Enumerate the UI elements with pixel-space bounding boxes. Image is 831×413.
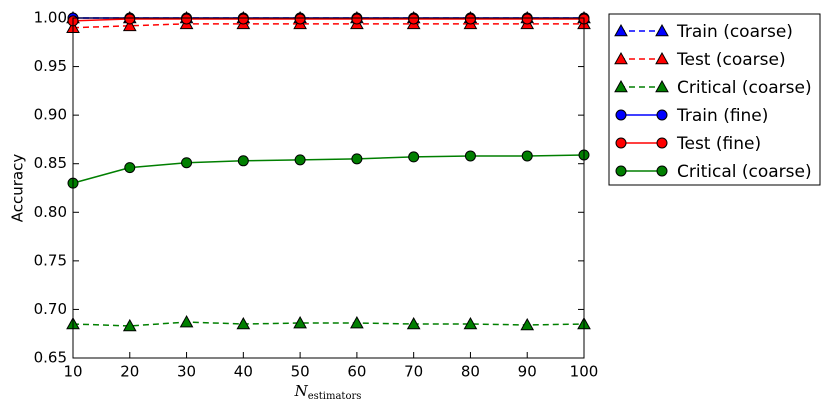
- y-tick-label: 1.00: [34, 9, 67, 27]
- marker: [124, 13, 136, 25]
- marker: [521, 150, 533, 162]
- plot-frame: [72, 17, 585, 359]
- x-tick-label: 30: [177, 363, 196, 381]
- y-tick-label: 0.85: [34, 154, 67, 172]
- legend-marker: [655, 23, 669, 37]
- marker: [294, 154, 306, 166]
- marker: [181, 13, 193, 25]
- marker: [351, 13, 363, 25]
- legend-label: Critical (coarse): [677, 78, 812, 98]
- y-tick-label: 0.95: [34, 57, 67, 75]
- marker: [464, 150, 476, 162]
- y-tick-label: 0.75: [34, 251, 67, 269]
- legend-marker: [655, 79, 669, 93]
- legend-marker: [615, 109, 627, 121]
- legend-box: [608, 13, 821, 186]
- series-line: [72, 18, 584, 22]
- marker: [294, 13, 306, 25]
- legend-marker: [615, 165, 627, 177]
- marker: [122, 18, 137, 32]
- legend-marker: [656, 165, 668, 177]
- x-tick-label: 10: [63, 363, 82, 381]
- marker: [463, 316, 478, 330]
- marker: [520, 317, 535, 331]
- marker: [408, 13, 420, 25]
- legend-marker: [655, 51, 669, 65]
- marker: [351, 153, 363, 165]
- y-tick-label: 0.65: [34, 349, 67, 367]
- series-line: [72, 23, 584, 29]
- legend-marker: [614, 51, 628, 65]
- y-tick-label: 0.80: [34, 203, 67, 221]
- legend-label: Critical (coarse): [677, 162, 812, 182]
- marker: [293, 315, 307, 329]
- marker: [350, 315, 364, 329]
- legend-marker: [656, 137, 668, 149]
- y-tick-label: 0.90: [34, 106, 67, 124]
- series-line: [72, 154, 585, 184]
- marker: [124, 162, 136, 174]
- marker: [406, 316, 421, 330]
- x-tick-label: 90: [518, 363, 537, 381]
- legend-marker: [614, 23, 628, 37]
- y-tick-label: 0.70: [34, 300, 67, 318]
- x-tick-label: 70: [404, 363, 423, 381]
- marker: [464, 13, 476, 25]
- x-tick-label: 100: [570, 363, 599, 381]
- marker: [181, 157, 193, 169]
- marker: [122, 318, 137, 332]
- x-axis-label: Nestimators: [294, 382, 362, 402]
- series-line: [72, 321, 585, 327]
- marker: [237, 155, 249, 167]
- legend-label: Train (coarse): [676, 22, 793, 42]
- x-tick-label: 80: [461, 363, 480, 381]
- x-tick-label: 40: [234, 363, 253, 381]
- legend-label: Test (fine): [676, 134, 761, 154]
- legend-marker: [615, 137, 627, 149]
- x-tick-label: 60: [347, 363, 366, 381]
- y-axis-label: Accuracy: [9, 154, 27, 223]
- legend-marker: [614, 79, 628, 93]
- legend-label: Test (coarse): [676, 50, 786, 70]
- x-tick-label: 20: [120, 363, 139, 381]
- x-axis-label-main: N: [294, 382, 309, 400]
- legend-marker: [656, 109, 668, 121]
- marker: [521, 13, 533, 25]
- marker: [179, 315, 194, 328]
- marker: [237, 13, 249, 25]
- marker: [408, 151, 420, 163]
- x-tick-label: 50: [291, 363, 310, 381]
- legend-label: Train (fine): [676, 106, 768, 126]
- marker: [236, 316, 251, 330]
- x-axis-label-subscript: estimators: [308, 391, 362, 402]
